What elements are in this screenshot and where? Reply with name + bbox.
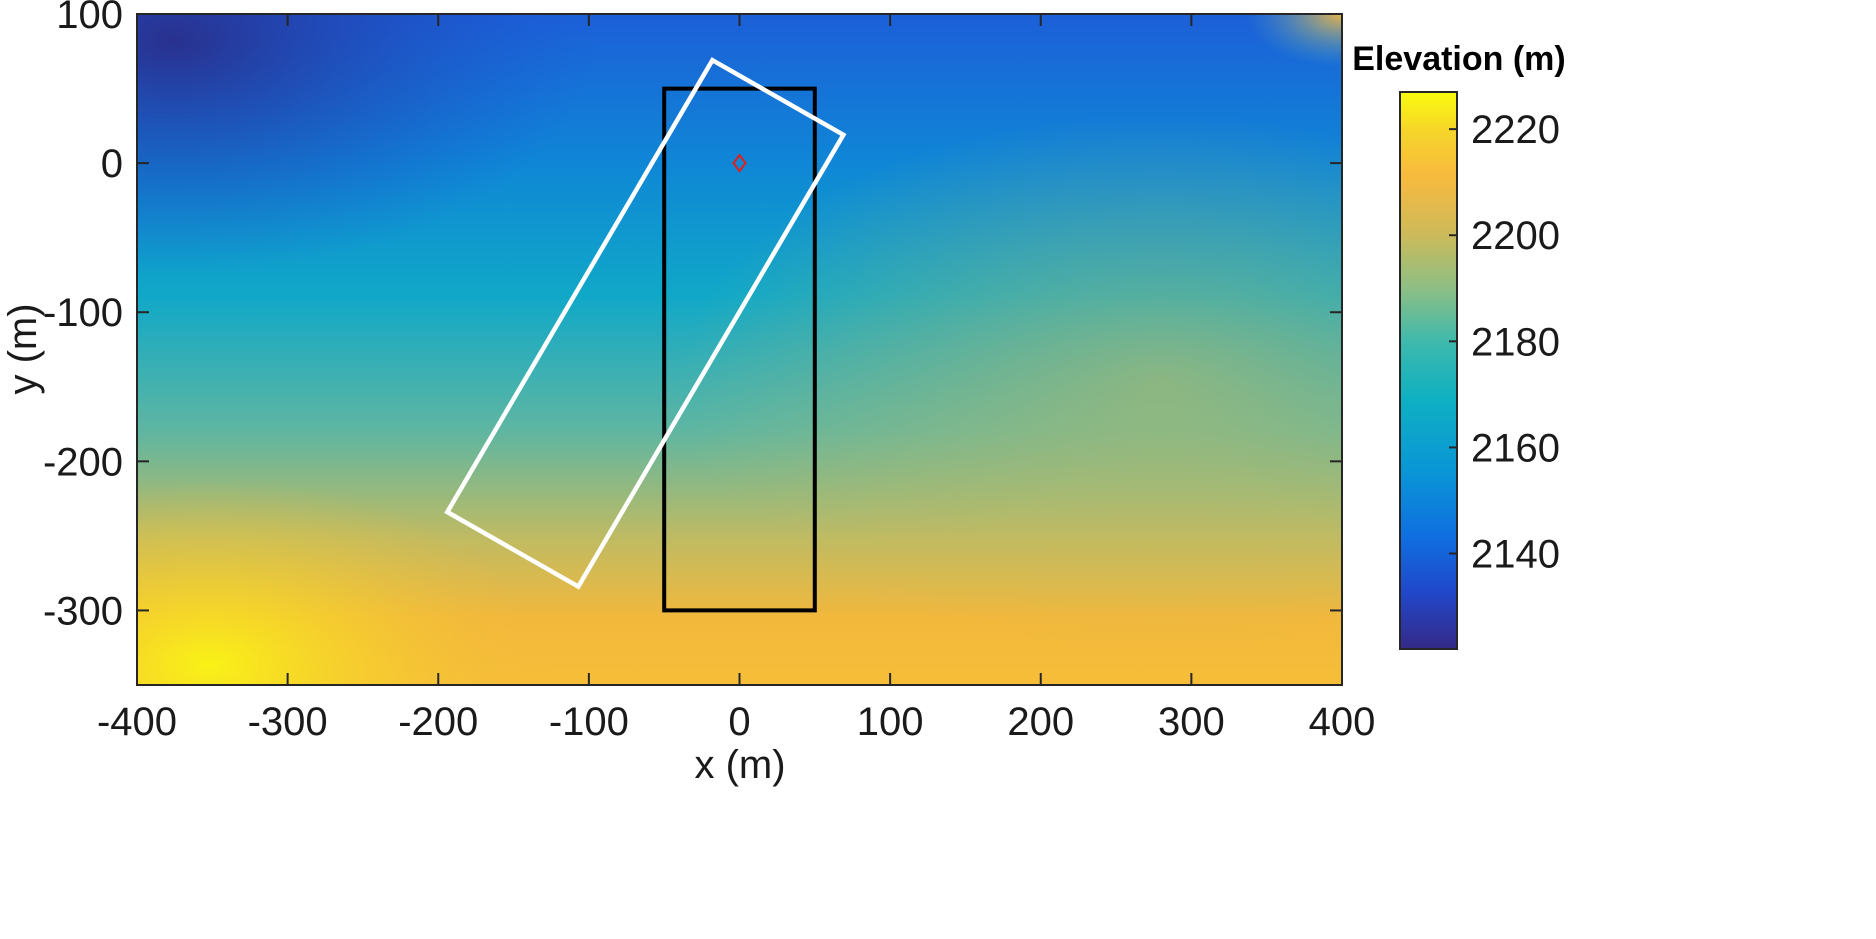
x-tick-label: 300 bbox=[1158, 700, 1225, 744]
y-axis-label: y (m) bbox=[1, 303, 45, 394]
y-axis-ticks: 100 0 -100 -200 -300 bbox=[43, 0, 1342, 633]
x-tick-label: 200 bbox=[1007, 700, 1074, 744]
x-axis-label: x (m) bbox=[694, 743, 785, 787]
y-tick-label: 0 bbox=[101, 142, 123, 186]
x-axis-ticks: -400 -300 -200 -100 0 100 200 300 400 bbox=[97, 14, 1375, 744]
colorbar-tick-label: 2160 bbox=[1471, 426, 1560, 470]
colorbar-ticks: 2140 2160 2180 2200 2220 bbox=[1449, 108, 1560, 577]
origin-diamond-marker bbox=[732, 153, 747, 173]
white-rotated-rectangle-outline bbox=[444, 57, 847, 590]
y-tick-label: -200 bbox=[43, 440, 123, 484]
colorbar bbox=[1399, 91, 1458, 650]
y-tick-label: -300 bbox=[43, 589, 123, 633]
x-tick-label: 400 bbox=[1309, 700, 1376, 744]
y-tick-label: -100 bbox=[43, 291, 123, 335]
x-tick-label: -400 bbox=[97, 700, 177, 744]
x-tick-label: 100 bbox=[857, 700, 924, 744]
colorbar-title: Elevation (m) bbox=[1352, 40, 1565, 78]
elevation-heatmap bbox=[137, 14, 1342, 685]
colorbar-tick-label: 2200 bbox=[1471, 214, 1560, 258]
colorbar-tick-label: 2140 bbox=[1471, 533, 1560, 577]
y-tick-label: 100 bbox=[56, 0, 123, 37]
x-tick-label: -200 bbox=[398, 700, 478, 744]
colorbar-tick-label: 2180 bbox=[1471, 320, 1560, 364]
x-tick-label: -100 bbox=[549, 700, 629, 744]
x-tick-label: -300 bbox=[248, 700, 328, 744]
x-tick-label: 0 bbox=[728, 700, 750, 744]
colorbar-tick-label: 2220 bbox=[1471, 108, 1560, 152]
